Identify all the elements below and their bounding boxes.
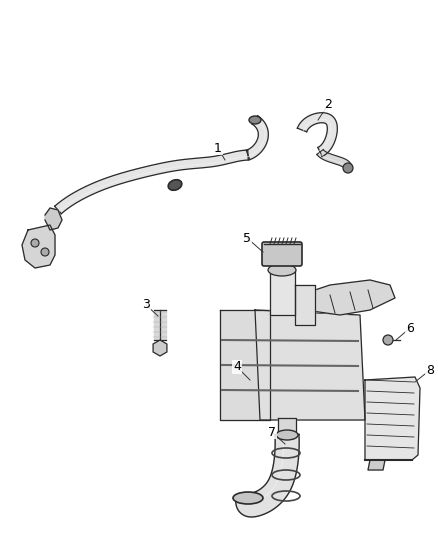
Circle shape xyxy=(383,335,393,345)
Text: 7: 7 xyxy=(268,425,276,439)
Polygon shape xyxy=(295,285,315,325)
Ellipse shape xyxy=(168,180,182,190)
Polygon shape xyxy=(278,418,296,435)
Text: 3: 3 xyxy=(142,298,150,311)
Ellipse shape xyxy=(249,116,261,124)
Polygon shape xyxy=(236,434,299,517)
Text: 1: 1 xyxy=(214,141,222,155)
Polygon shape xyxy=(368,460,385,470)
Polygon shape xyxy=(300,280,395,315)
Polygon shape xyxy=(255,310,365,420)
Polygon shape xyxy=(270,270,295,315)
Circle shape xyxy=(31,239,39,247)
Polygon shape xyxy=(317,150,352,168)
Polygon shape xyxy=(22,225,55,268)
Polygon shape xyxy=(365,377,420,460)
Text: 4: 4 xyxy=(233,360,241,374)
Polygon shape xyxy=(45,208,62,230)
Ellipse shape xyxy=(276,430,298,440)
Circle shape xyxy=(41,248,49,256)
FancyBboxPatch shape xyxy=(262,242,302,266)
Circle shape xyxy=(343,163,353,173)
Ellipse shape xyxy=(268,264,296,276)
Text: 2: 2 xyxy=(324,99,332,111)
Polygon shape xyxy=(297,112,337,157)
Polygon shape xyxy=(55,150,248,214)
Text: 5: 5 xyxy=(243,231,251,245)
Ellipse shape xyxy=(233,492,263,504)
Polygon shape xyxy=(154,310,166,340)
Text: 6: 6 xyxy=(406,321,414,335)
Polygon shape xyxy=(246,116,268,160)
Text: 8: 8 xyxy=(426,364,434,376)
Polygon shape xyxy=(220,310,270,420)
